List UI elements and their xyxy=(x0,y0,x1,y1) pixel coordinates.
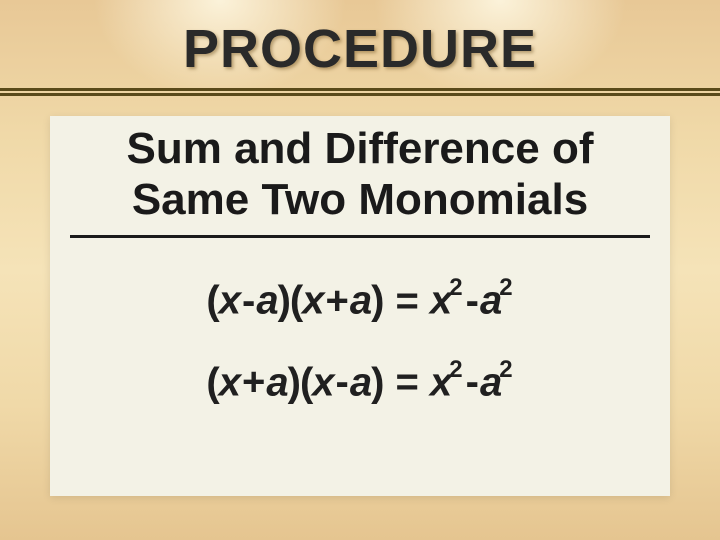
op-minus: - xyxy=(464,279,480,323)
op-first: - xyxy=(240,279,256,323)
paren-close: ) xyxy=(288,360,300,404)
op-second: - xyxy=(334,360,350,404)
op-second: + xyxy=(323,279,349,323)
var-a: a xyxy=(350,360,371,404)
op-first: + xyxy=(240,360,266,404)
title-underline xyxy=(0,88,720,96)
paren-close: ) xyxy=(371,360,383,404)
slide: PROCEDURE Sum and Difference of Same Two… xyxy=(0,0,720,540)
var-a: a xyxy=(266,360,287,404)
op-minus: - xyxy=(464,360,480,404)
equation-list: (x-a)(x+a) = x2-a2 (x+a)(x-a) = x2-a2 xyxy=(70,268,650,405)
paren-close: ) xyxy=(278,279,290,323)
equation-1: (x-a)(x+a) = x2-a2 xyxy=(206,278,513,323)
exponent: 2 xyxy=(499,274,511,301)
paren-open: ( xyxy=(290,279,302,323)
exponent: 2 xyxy=(449,274,461,301)
var-x: x xyxy=(219,360,240,404)
content-box: Sum and Difference of Same Two Monomials… xyxy=(50,116,670,496)
var-x: x xyxy=(312,360,333,404)
var-a: a xyxy=(350,279,371,323)
equals: = xyxy=(394,279,430,323)
paren-open: ( xyxy=(206,360,218,404)
paren-close: ) xyxy=(371,279,383,323)
exponent: 2 xyxy=(449,356,461,383)
paren-open: ( xyxy=(206,279,218,323)
content-subtitle: Sum and Difference of Same Two Monomials xyxy=(70,124,650,238)
equals: = xyxy=(394,360,430,404)
var-x: x xyxy=(302,279,323,323)
slide-title: PROCEDURE xyxy=(0,18,720,80)
var-x: x xyxy=(219,279,240,323)
var-a: a xyxy=(256,279,277,323)
paren-open: ( xyxy=(300,360,312,404)
exponent: 2 xyxy=(499,356,511,383)
equation-2: (x+a)(x-a) = x2-a2 xyxy=(206,360,513,405)
